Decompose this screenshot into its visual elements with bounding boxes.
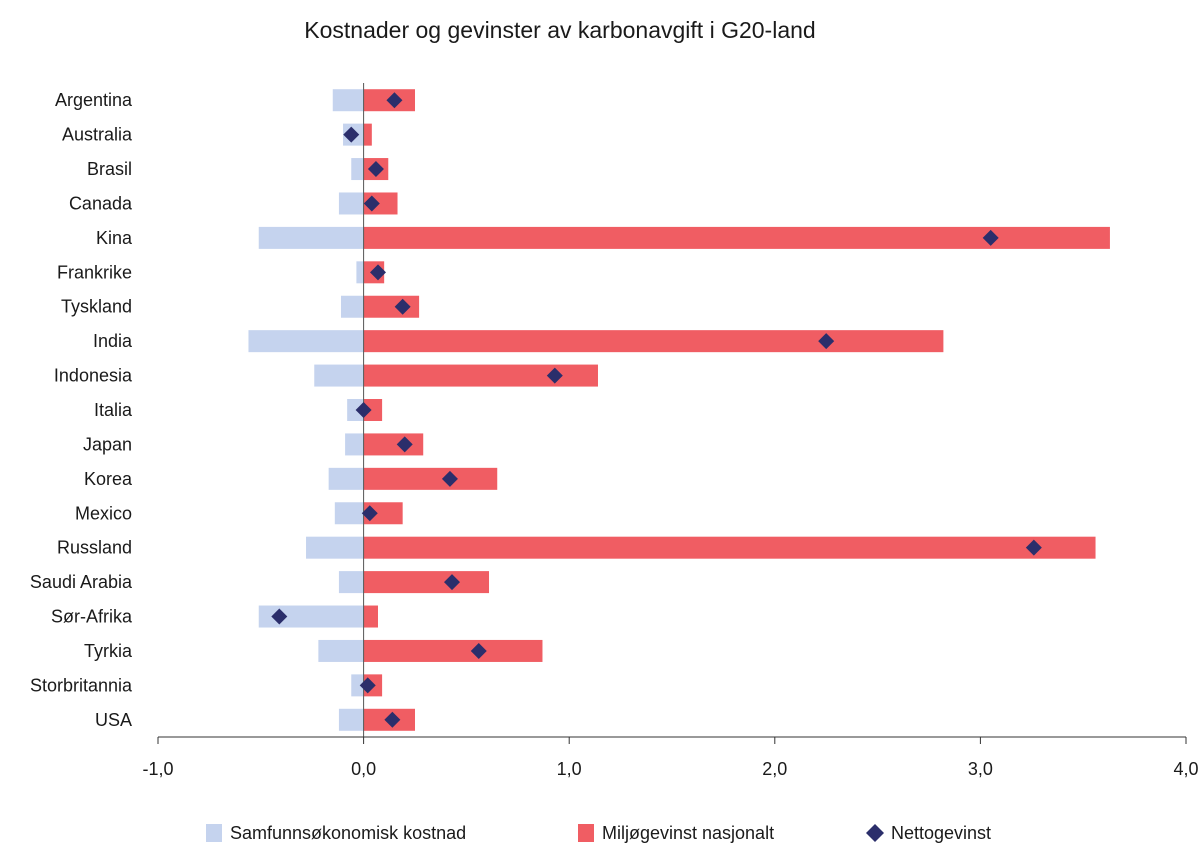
- net-gain-marker: [355, 402, 372, 418]
- category-label: Storbritannia: [30, 675, 133, 695]
- bar-gain: [363, 467, 498, 490]
- bars-layer: [248, 89, 1110, 731]
- category-label: Tyrkia: [84, 641, 133, 661]
- category-label: Mexico: [75, 503, 132, 523]
- net-gain-marker: [363, 195, 380, 212]
- legend-label: Miljøgevinst nasjonalt: [602, 823, 774, 843]
- bar-gain: [363, 502, 403, 525]
- category-label: Indonesia: [54, 366, 133, 386]
- bar-cost: [347, 399, 364, 421]
- legend-label: Nettogevinst: [891, 823, 991, 843]
- bar-gain: [363, 295, 420, 318]
- net-gain-marker: [546, 367, 563, 384]
- bar-cost: [332, 89, 364, 112]
- bar-gain: [363, 399, 383, 421]
- x-tick-label: -1,0: [142, 759, 173, 779]
- bar-cost: [318, 639, 364, 662]
- bar-cost: [351, 158, 364, 181]
- category-label: Brasil: [87, 159, 132, 179]
- category-label: Italia: [94, 400, 133, 420]
- bar-cost: [258, 226, 364, 249]
- net-gain-marker: [386, 92, 403, 109]
- legend-label: Samfunnsøkonomisk kostnad: [230, 823, 466, 843]
- net-gain-marker: [441, 470, 458, 487]
- x-tick-label: 1,0: [557, 759, 582, 779]
- bar-gain: [363, 571, 490, 594]
- bar-gain: [363, 605, 378, 628]
- legend-diamond-icon: [866, 824, 884, 842]
- bar-cost: [345, 433, 364, 456]
- net-gain-marker: [369, 264, 386, 281]
- x-tick-label: 3,0: [968, 759, 993, 779]
- bar-cost: [351, 674, 364, 697]
- net-gain-marker: [361, 505, 378, 522]
- category-label: Korea: [84, 469, 133, 489]
- category-label: Argentina: [55, 90, 133, 110]
- legend-swatch: [578, 824, 594, 842]
- category-label: Australia: [62, 125, 133, 145]
- x-tick-label: 0,0: [351, 759, 376, 779]
- net-gain-marker: [470, 642, 487, 659]
- bar-gain: [363, 226, 1110, 249]
- bar-gain: [363, 364, 598, 387]
- net-gain-marker: [271, 608, 288, 625]
- net-gain-marker: [394, 298, 411, 315]
- category-label: Saudi Arabia: [30, 572, 133, 592]
- bar-cost: [356, 261, 364, 284]
- bar-cost: [338, 192, 364, 215]
- bar-gain: [363, 536, 1096, 559]
- category-label: Sør-Afrika: [51, 607, 133, 627]
- x-tick-label: 4,0: [1173, 759, 1198, 779]
- net-gain-marker: [359, 677, 376, 694]
- bar-gain: [363, 123, 372, 146]
- bar-cost: [306, 536, 364, 559]
- markers-layer: [271, 92, 1042, 728]
- x-tick-label: 2,0: [762, 759, 787, 779]
- bar-gain: [363, 330, 944, 353]
- category-label: Frankrike: [57, 262, 132, 282]
- category-label: Kina: [96, 228, 133, 248]
- category-label: Tyskland: [61, 297, 132, 317]
- category-label: India: [93, 331, 133, 351]
- net-gain-marker: [444, 574, 461, 591]
- net-gain-marker: [818, 333, 835, 350]
- net-gain-marker: [396, 436, 413, 453]
- axes: Argentina Australia Brasil Canada Kina Frankr…: [30, 83, 1199, 779]
- bar-cost: [258, 605, 364, 628]
- net-gain-marker: [384, 711, 401, 728]
- net-gain-marker: [982, 229, 999, 246]
- bar-gain: [363, 433, 424, 456]
- category-label: Japan: [83, 434, 132, 454]
- net-gain-marker: [343, 126, 360, 143]
- legend: Samfunnsøkonomisk kostnad Miljøgevinst na…: [206, 823, 991, 843]
- legend-swatch: [206, 824, 222, 842]
- bar-gain: [363, 639, 543, 662]
- bar-cost: [340, 295, 364, 318]
- net-gain-marker: [367, 161, 384, 178]
- bar-cost: [314, 364, 364, 387]
- bar-cost: [248, 330, 364, 353]
- net-gain-marker: [1025, 539, 1042, 556]
- bar-cost: [338, 571, 364, 594]
- bar-cost: [338, 708, 364, 731]
- bar-cost: [328, 467, 364, 490]
- bar-cost: [334, 502, 364, 525]
- chart-title: Kostnader og gevinster av karbonavgift i…: [304, 17, 815, 43]
- category-label: Russland: [57, 538, 132, 558]
- category-label: USA: [95, 710, 132, 730]
- category-label: Canada: [69, 193, 133, 213]
